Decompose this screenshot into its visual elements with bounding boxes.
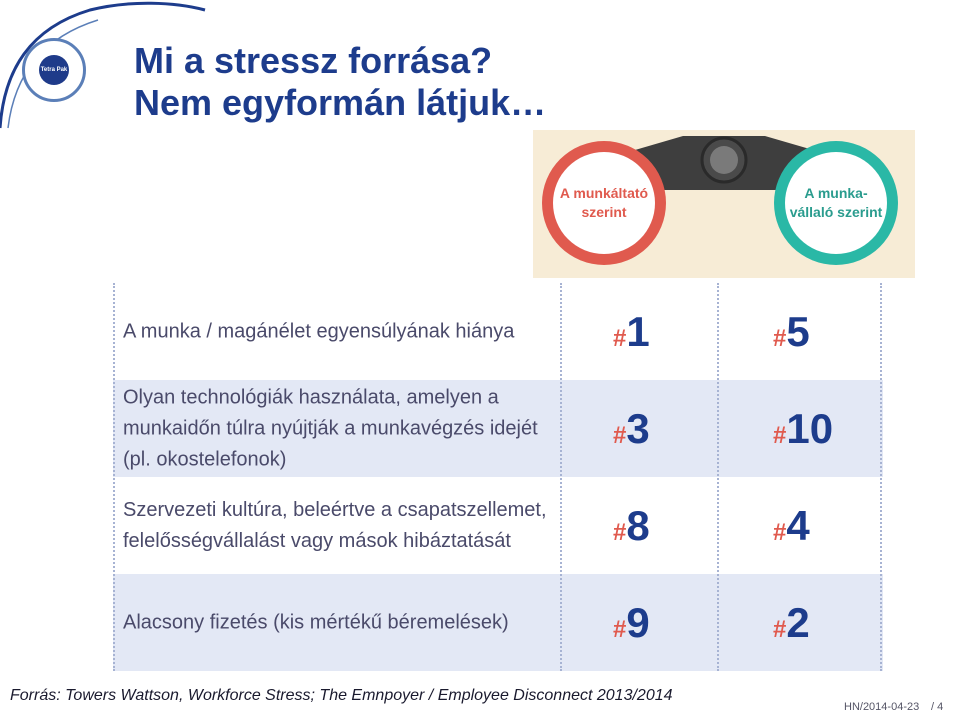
stress-sources-table: A munka / magánélet egyensúlyának hiánya… [113, 283, 883, 671]
row-label: A munka / magánélet egyensúlyának hiánya [123, 320, 515, 342]
table-divider [113, 283, 115, 671]
row-label: Olyan technológiák használata, amelyen a… [123, 386, 538, 470]
table-row: Olyan technológiák használata, amelyen a… [113, 380, 883, 477]
row-label: Szervezeti kultúra, beleértve a csapatsz… [123, 498, 547, 552]
table-row: Alacsony fizetés (kis mértékű béremelése… [113, 574, 883, 671]
table-divider [717, 283, 719, 671]
table-row: Szervezeti kultúra, beleértve a csapatsz… [113, 477, 883, 574]
employer-rank: #9 [613, 598, 650, 646]
employer-rank: #8 [613, 501, 650, 549]
logo-text: Tetra Pak [39, 55, 69, 85]
title-line-2: Nem egyformán látjuk… [134, 82, 547, 123]
table-divider [880, 283, 882, 671]
source-citation: Forrás: Towers Wattson, Workforce Stress… [10, 687, 673, 704]
employee-lens-label: A munka-vállaló szerint [789, 185, 883, 220]
page-number: / 4 [931, 701, 944, 713]
employer-rank: #3 [613, 404, 650, 452]
employee-rank: #4 [773, 501, 810, 549]
employer-rank: #1 [613, 307, 650, 355]
employee-rank: #5 [773, 307, 810, 355]
employee-rank: #10 [773, 404, 834, 452]
page-title: Mi a stressz forrása? Nem egyformán látj… [134, 40, 546, 124]
employee-rank: #2 [773, 598, 810, 646]
table-row: A munka / magánélet egyensúlyának hiánya… [113, 283, 883, 380]
title-line-1: Mi a stressz forrása? [134, 40, 493, 81]
row-label: Alacsony fizetés (kis mértékű béremelése… [123, 611, 509, 633]
document-code: HN/2014-04-23 [844, 701, 920, 713]
company-logo: Tetra Pak [22, 38, 86, 102]
employer-lens-label: A munkáltató szerint [559, 185, 649, 220]
binoculars-illustration: A munkáltató szerint A munka-vállaló sze… [533, 130, 915, 278]
table-divider [560, 283, 562, 671]
binoculars-icon [542, 136, 898, 265]
